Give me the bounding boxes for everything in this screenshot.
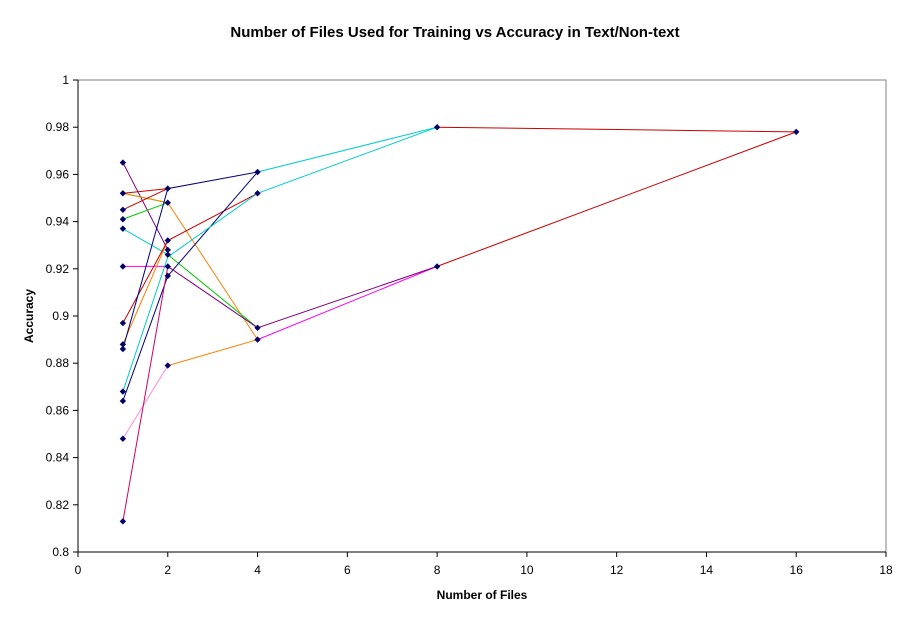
series-line (122, 240, 169, 345)
data-point-marker (119, 435, 127, 442)
data-point-marker (254, 324, 261, 331)
series-line (122, 192, 258, 324)
series-line (122, 188, 169, 211)
data-point-marker (119, 345, 127, 353)
x-tick-label: 18 (879, 563, 893, 577)
y-tick-label: 0.92 (46, 262, 70, 276)
data-point-marker (433, 263, 441, 270)
data-point-marker (119, 216, 127, 223)
x-tick-label: 14 (700, 563, 714, 577)
y-tick-label: 0.9 (52, 309, 69, 323)
data-point-marker (164, 263, 171, 270)
x-axis-label: Number of Files (437, 588, 528, 602)
series-line (122, 365, 169, 439)
data-point-marker (119, 206, 127, 213)
series-line (436, 131, 797, 267)
y-tick-label: 0.82 (46, 498, 70, 512)
data-point-marker (254, 168, 261, 176)
data-point-marker (119, 190, 127, 197)
x-tick-label: 4 (254, 563, 261, 577)
data-point-marker (164, 199, 171, 206)
series-line (122, 228, 169, 256)
y-tick-label: 0.86 (46, 403, 70, 417)
markers (119, 124, 800, 525)
y-tick-label: 0.84 (46, 451, 70, 465)
series-line (167, 171, 258, 277)
y-tick-label: 0.88 (46, 356, 70, 370)
x-tick-label: 6 (344, 563, 351, 577)
data-point-marker (793, 128, 800, 136)
series-line (122, 188, 168, 194)
series-line (122, 266, 169, 522)
data-point-marker (254, 336, 261, 343)
data-point-marker (164, 272, 171, 280)
series-line (122, 171, 258, 350)
data-point-marker (164, 362, 171, 369)
data-point-marker (119, 319, 127, 327)
y-tick-label: 0.94 (46, 215, 70, 229)
plot-area (77, 79, 887, 553)
data-point-marker (119, 518, 127, 525)
data-point-marker (119, 397, 127, 405)
data-point-marker (164, 251, 171, 258)
y-tick-label: 0.8 (52, 545, 69, 559)
series-line (122, 275, 169, 402)
data-point-marker (433, 124, 441, 131)
data-point-marker (164, 185, 171, 192)
data-point-marker (164, 237, 171, 244)
x-tick-label: 8 (434, 563, 441, 577)
series-line (122, 162, 169, 251)
data-point-marker (119, 263, 127, 270)
data-point-marker (164, 246, 171, 254)
y-tick-label: 0.96 (46, 167, 70, 181)
series-line (167, 254, 258, 329)
series-line (122, 202, 168, 220)
series-line (167, 265, 438, 329)
data-point-marker (119, 159, 127, 166)
ticks: 0.80.820.840.860.880.90.920.940.960.9810… (46, 73, 893, 577)
data-point-marker (119, 341, 127, 348)
series-lines (122, 126, 797, 522)
data-point-marker (254, 190, 261, 197)
y-tick-label: 1 (62, 73, 69, 87)
chart-title: Number of Files Used for Training vs Acc… (230, 24, 679, 41)
series-line (122, 126, 438, 392)
x-tick-label: 0 (75, 563, 82, 577)
y-axis-label: Accuracy (22, 289, 36, 343)
series-line (437, 126, 797, 133)
x-tick-label: 10 (520, 563, 534, 577)
x-tick-label: 16 (790, 563, 804, 577)
series-line (257, 265, 438, 341)
data-point-marker (119, 225, 127, 232)
x-tick-label: 12 (610, 563, 624, 577)
series-line (167, 339, 258, 367)
y-tick-label: 0.98 (46, 120, 70, 134)
x-tick-label: 2 (164, 563, 171, 577)
data-point-marker (119, 388, 127, 395)
series-line (257, 126, 438, 173)
